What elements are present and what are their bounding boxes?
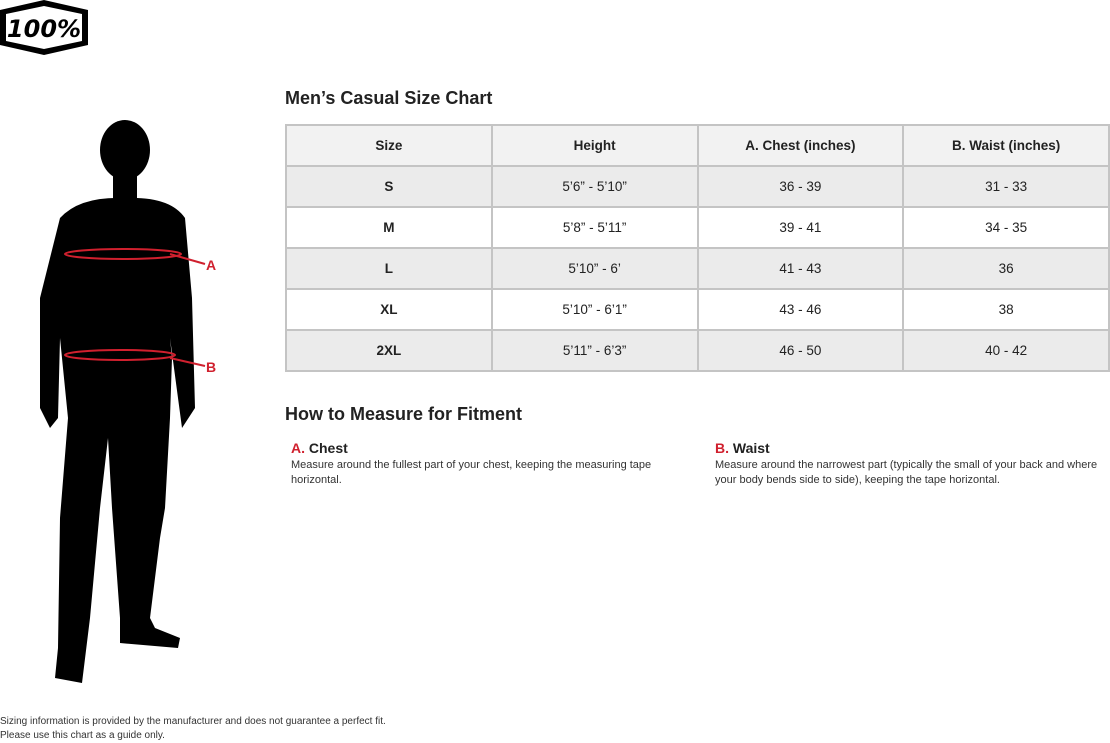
table-row: M 5’8” - 5’11” 39 - 41 34 - 35 bbox=[285, 206, 1110, 249]
table-row: XL 5’10” - 6’1” 43 - 46 38 bbox=[285, 288, 1110, 331]
size-chart-table: Size Height A. Chest (inches) B. Waist (… bbox=[285, 124, 1110, 372]
brand-logo: 100% bbox=[0, 0, 88, 55]
cell-waist: 34 - 35 bbox=[902, 206, 1110, 249]
cell-chest: 36 - 39 bbox=[696, 165, 905, 208]
how-to-title: How to Measure for Fitment bbox=[285, 404, 523, 424]
header-height: Height bbox=[490, 124, 699, 167]
waist-letter: B. bbox=[715, 440, 729, 456]
label-b: B bbox=[206, 359, 217, 375]
waist-heading: Waist bbox=[732, 440, 770, 456]
cell-chest: 39 - 41 bbox=[696, 206, 905, 249]
disclaimer-line-2: Please use this chart as a guide only. bbox=[0, 730, 165, 741]
label-a: A bbox=[206, 257, 217, 273]
chest-text: Measure around the fullest part of your … bbox=[291, 459, 652, 486]
header-waist: B. Waist (inches) bbox=[902, 124, 1110, 167]
cell-chest: 46 - 50 bbox=[696, 329, 905, 372]
chest-heading: Chest bbox=[308, 440, 348, 456]
table-row: L 5’10” - 6’ 41 - 43 36 bbox=[285, 247, 1110, 290]
waist-text: Measure around the narrowest part (typic… bbox=[715, 459, 1098, 486]
cell-height: 5’10” - 6’1” bbox=[490, 288, 699, 331]
chest-instructions: A. Chest Measure around the fullest part… bbox=[291, 440, 671, 488]
body-silhouette: A B bbox=[20, 118, 230, 688]
cell-chest: 41 - 43 bbox=[696, 247, 905, 290]
table-row: S 5’6” - 5’10” 36 - 39 31 - 33 bbox=[285, 165, 1110, 208]
table-row: 2XL 5’11” - 6’3” 46 - 50 40 - 42 bbox=[285, 329, 1110, 372]
cell-height: 5’6” - 5’10” bbox=[490, 165, 699, 208]
cell-size: 2XL bbox=[285, 329, 493, 372]
cell-chest: 43 - 46 bbox=[696, 288, 905, 331]
svg-text:100%: 100% bbox=[7, 15, 81, 43]
table-header-row: Size Height A. Chest (inches) B. Waist (… bbox=[285, 124, 1110, 167]
cell-size: S bbox=[285, 165, 493, 208]
cell-height: 5’8” - 5’11” bbox=[490, 206, 699, 249]
cell-size: L bbox=[285, 247, 493, 290]
cell-waist: 36 bbox=[902, 247, 1110, 290]
cell-size: M bbox=[285, 206, 493, 249]
size-chart-title: Men’s Casual Size Chart bbox=[285, 88, 493, 108]
waist-instructions: B. Waist Measure around the narrowest pa… bbox=[715, 440, 1105, 488]
cell-waist: 38 bbox=[902, 288, 1110, 331]
cell-height: 5’11” - 6’3” bbox=[490, 329, 699, 372]
cell-waist: 31 - 33 bbox=[902, 165, 1110, 208]
disclaimer: Sizing information is provided by the ma… bbox=[0, 715, 386, 743]
header-chest: A. Chest (inches) bbox=[696, 124, 905, 167]
cell-waist: 40 - 42 bbox=[902, 329, 1110, 372]
cell-size: XL bbox=[285, 288, 493, 331]
disclaimer-line-1: Sizing information is provided by the ma… bbox=[0, 716, 386, 727]
cell-height: 5’10” - 6’ bbox=[490, 247, 699, 290]
chest-letter: A. bbox=[291, 440, 305, 456]
header-size: Size bbox=[285, 124, 493, 167]
